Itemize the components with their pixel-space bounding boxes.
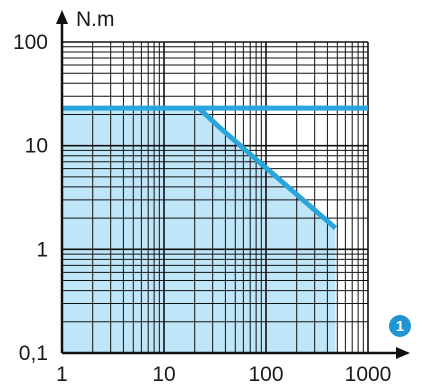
x-axis-arrow [396, 347, 410, 359]
badge-circle [389, 315, 411, 337]
y-tick-label: 100 [13, 31, 48, 54]
badge-number: 1 [396, 318, 404, 335]
x-tick-label: 1000 [345, 363, 392, 386]
x-axis-badge: 1 [389, 315, 411, 337]
y-tick-label: 0,1 [19, 342, 48, 365]
x-tick-label: 1 [56, 363, 68, 386]
series-line-1 [62, 105, 338, 231]
y-tick-label: 1 [36, 238, 48, 261]
x-tick-label: 100 [248, 363, 283, 386]
grid [62, 41, 369, 353]
x-tick-label: 10 [152, 363, 175, 386]
tick-labels: 1 10 100 1000 0,1 1 10 100 [13, 31, 391, 386]
y-tick-label: 10 [25, 135, 48, 158]
y-axis-arrow [56, 10, 68, 24]
series-layer [62, 105, 368, 231]
y-axis-label: N.m [76, 8, 115, 31]
axes [56, 10, 410, 359]
